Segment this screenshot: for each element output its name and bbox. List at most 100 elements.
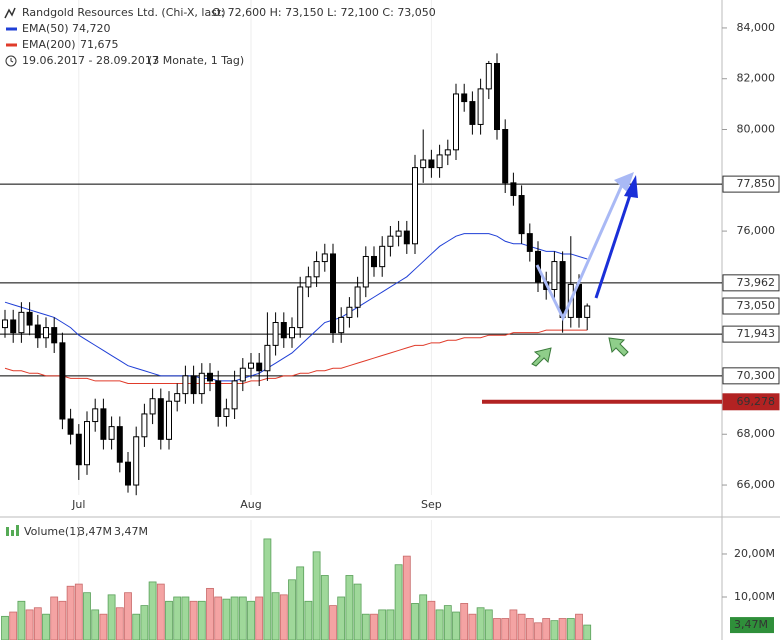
- candle-body: [428, 159, 435, 169]
- ema-line: [4, 329, 588, 384]
- volume-bar: [132, 613, 141, 640]
- candle-body: [518, 195, 525, 235]
- y-tick-label: 84,000: [737, 21, 776, 34]
- candle-body: [354, 286, 361, 308]
- volume-bar: [378, 609, 387, 640]
- volume-bar: [558, 618, 567, 640]
- arrow-head: [624, 175, 638, 198]
- volume-bar: [255, 596, 264, 640]
- candle-body: [330, 253, 336, 334]
- candle-body: [100, 408, 107, 440]
- candle-body: [166, 400, 172, 440]
- volume-bar: [238, 596, 247, 640]
- candle-body: [75, 433, 82, 466]
- x-tick-label: Jul: [71, 498, 85, 511]
- volume-bar: [575, 613, 583, 640]
- volume-legend: Volume(1): [24, 525, 81, 538]
- candle-body: [207, 372, 213, 382]
- volume-icon: [6, 527, 9, 536]
- volume-bar: [542, 618, 551, 640]
- candle-body: [420, 159, 427, 169]
- period: 19.06.2017 - 28.09.2017: [22, 54, 159, 67]
- clock-icon: [5, 55, 17, 67]
- candle-body: [469, 101, 476, 125]
- candle-body: [26, 311, 33, 326]
- y-tick-label: 80,000: [737, 123, 776, 136]
- candle-body: [346, 306, 353, 318]
- candle-body: [215, 380, 222, 417]
- projected-path: [535, 177, 627, 322]
- level-label: 70,300: [737, 369, 776, 382]
- legend-value: 74,720: [72, 22, 111, 35]
- candle-body: [256, 362, 263, 372]
- volume-icon: [11, 530, 14, 536]
- legend-label: EMA(50): [22, 22, 69, 35]
- chart-title: Randgold Resources Ltd. (Chi-X, last): [22, 6, 226, 19]
- volume-bar: [476, 607, 485, 640]
- clock-hand: [10, 58, 14, 63]
- volume-bar: [99, 613, 108, 640]
- candle-body: [510, 182, 517, 197]
- volume-bar: [443, 605, 452, 640]
- volume-bar: [394, 564, 403, 640]
- y-tick-label: 10,00M: [734, 590, 775, 603]
- candle-body: [198, 372, 205, 395]
- volume-bar: [58, 600, 67, 640]
- candle-body: [321, 253, 328, 263]
- candle-body: [485, 62, 492, 90]
- candle-body: [313, 261, 320, 278]
- volume-bar: [468, 613, 477, 640]
- candle-body: [502, 129, 509, 184]
- candle-body: [231, 380, 238, 410]
- level-label: 73,962: [737, 276, 776, 289]
- volume-bar: [181, 596, 190, 640]
- last-price-box: [722, 297, 780, 315]
- level-label-box: [722, 274, 780, 292]
- header: Randgold Resources Ltd. (Chi-X, last) O:…: [4, 6, 436, 538]
- volume-bar: [115, 607, 124, 640]
- volume-bar: [452, 611, 460, 640]
- candle-body: [272, 322, 279, 346]
- y-tick-label: 20,00M: [734, 547, 775, 560]
- candle-body: [461, 93, 468, 103]
- candle-body: [223, 408, 230, 417]
- candle-body: [239, 367, 246, 382]
- volume-bar: [279, 594, 288, 640]
- candle-body: [133, 436, 140, 486]
- volume-bar: [148, 581, 157, 640]
- candle-body: [2, 319, 8, 329]
- volume-bar: [42, 613, 50, 640]
- volume-bar: [206, 587, 214, 640]
- volume-bar: [566, 618, 575, 640]
- volume-bar: [247, 600, 255, 640]
- candle-body: [248, 362, 254, 369]
- volume-bar: [140, 605, 149, 640]
- volume-bar: [493, 618, 501, 640]
- volume-bar: [17, 600, 26, 640]
- candle-body: [84, 421, 90, 466]
- y-tick-label: 66,000: [737, 478, 776, 491]
- candle-body: [403, 230, 410, 245]
- level-label-box: [722, 367, 780, 385]
- annotation-arrows: [531, 172, 638, 367]
- volume-bar: [214, 596, 223, 640]
- candle-body: [551, 261, 558, 290]
- volume-bar: [312, 551, 321, 640]
- volume-bar: [83, 592, 91, 640]
- trend-arrow: [594, 191, 633, 299]
- volume-bar: [189, 600, 198, 640]
- candle-body: [387, 235, 394, 247]
- candle-body: [141, 413, 148, 438]
- candle-body: [412, 167, 418, 245]
- volume-bar: [66, 585, 75, 640]
- level-label: 71,943: [737, 327, 776, 340]
- volume-bar: [517, 613, 526, 640]
- candle-body: [92, 408, 99, 423]
- candle-body: [43, 327, 49, 339]
- volume-bar: [263, 538, 272, 640]
- candle-body: [584, 305, 591, 318]
- candle-body: [174, 393, 181, 402]
- volume-bar: [222, 598, 231, 640]
